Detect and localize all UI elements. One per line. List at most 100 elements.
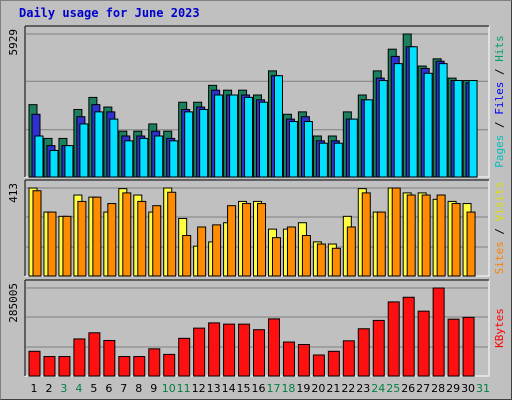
bar-sites	[421, 194, 431, 277]
x-tick-label: 8	[135, 382, 142, 395]
bar-kbytes	[327, 350, 340, 377]
bar-kbytes	[432, 287, 445, 377]
bar-sites	[197, 226, 207, 277]
bar-pages	[244, 96, 254, 178]
series-legend: Sites / Visits	[493, 182, 506, 275]
bar-pages	[169, 140, 179, 178]
x-tick-label: 6	[105, 382, 112, 395]
bar-sites	[62, 215, 72, 277]
x-tick-label: 16	[252, 382, 266, 395]
bar-kbytes	[73, 338, 86, 377]
x-tick-label: 15	[237, 382, 251, 395]
bar-pages	[288, 121, 298, 178]
bar-kbytes	[28, 350, 41, 377]
bar-kbytes	[312, 354, 325, 377]
series-legend: Pages / Files / Hits	[493, 35, 506, 168]
x-tick-label: 13	[207, 382, 221, 395]
legend-segment: /	[493, 62, 506, 82]
bar-sites	[286, 226, 296, 277]
bar-kbytes	[43, 356, 56, 377]
x-tick-label: 4	[75, 382, 82, 395]
x-tick-label: 1	[31, 382, 38, 395]
x-tick-label: 28	[431, 382, 445, 395]
bar-sites	[227, 205, 237, 277]
x-tick-label: 30	[461, 382, 475, 395]
bar-sites	[122, 192, 132, 277]
x-tick-label: 25	[386, 382, 400, 395]
bar-kbytes	[417, 310, 430, 377]
legend-segment: /	[493, 115, 506, 135]
bar-pages	[438, 63, 448, 178]
bar-pages	[214, 94, 224, 178]
bar-sites	[406, 194, 416, 277]
bar-sites	[77, 200, 87, 277]
bar-kbytes	[282, 341, 295, 377]
bar-kbytes	[402, 296, 415, 377]
bar-kbytes	[148, 348, 161, 377]
y-max-label: 413	[7, 183, 20, 203]
bar-pages	[318, 142, 328, 178]
x-tick-label: 11	[177, 382, 191, 395]
bar-pages	[229, 94, 239, 178]
bar-kbytes	[357, 328, 370, 377]
legend-segment: /	[493, 221, 506, 241]
bar-sites	[301, 235, 311, 277]
x-tick-label: 14	[222, 382, 236, 395]
x-tick-label: 3	[60, 382, 67, 395]
bar-sites	[212, 224, 222, 277]
bar-sites	[107, 203, 117, 277]
bar-sites	[376, 211, 386, 277]
bar-sites	[316, 243, 326, 277]
legend-segment: Pages	[493, 135, 506, 168]
bar-pages	[363, 99, 373, 178]
x-tick-label: 27	[416, 382, 430, 395]
series-legend: KBytes	[493, 308, 506, 348]
x-tick-label: 18	[281, 382, 295, 395]
bar-pages	[348, 118, 358, 178]
x-tick-label: 19	[296, 382, 310, 395]
bar-pages	[94, 111, 104, 178]
y-max-label: 5929	[7, 29, 20, 56]
bar-sites	[361, 192, 371, 277]
bar-pages	[49, 149, 59, 178]
bar-pages	[154, 135, 164, 178]
bar-sites	[92, 196, 102, 277]
bar-sites	[436, 194, 446, 277]
bar-sites	[47, 211, 57, 277]
y-max-label: 285005	[7, 283, 20, 323]
bar-pages	[303, 121, 313, 178]
legend-segment: KBytes	[493, 308, 506, 348]
bar-kbytes	[118, 356, 131, 377]
bar-pages	[139, 137, 149, 178]
bar-kbytes	[297, 344, 310, 377]
bar-kbytes	[208, 322, 221, 377]
bar-sites	[242, 203, 252, 277]
bar-kbytes	[372, 319, 385, 377]
bar-pages	[333, 142, 343, 178]
bar-pages	[199, 108, 209, 178]
x-tick-label: 31	[476, 382, 490, 395]
bar-pages	[423, 72, 433, 178]
bar-sites	[271, 237, 281, 277]
bar-pages	[273, 75, 283, 178]
bar-pages	[184, 111, 194, 178]
x-tick-label: 7	[120, 382, 127, 395]
x-tick-label: 17	[266, 382, 280, 395]
bar-sites	[32, 190, 42, 277]
bar-kbytes	[103, 339, 116, 377]
x-tick-label: 5	[90, 382, 97, 395]
bar-kbytes	[88, 332, 101, 377]
bar-kbytes	[462, 316, 475, 377]
x-tick-label: 21	[326, 382, 340, 395]
x-tick-label: 24	[371, 382, 385, 395]
bar-pages	[468, 80, 478, 178]
bar-pages	[378, 80, 388, 178]
bar-pages	[79, 123, 89, 178]
bar-pages	[124, 140, 134, 178]
x-tick-label: 23	[356, 382, 370, 395]
x-tick-label: 20	[311, 382, 325, 395]
x-tick-label: 2	[45, 382, 52, 395]
bar-kbytes	[253, 329, 266, 377]
chart-title: Daily usage for June 2023	[19, 6, 200, 20]
